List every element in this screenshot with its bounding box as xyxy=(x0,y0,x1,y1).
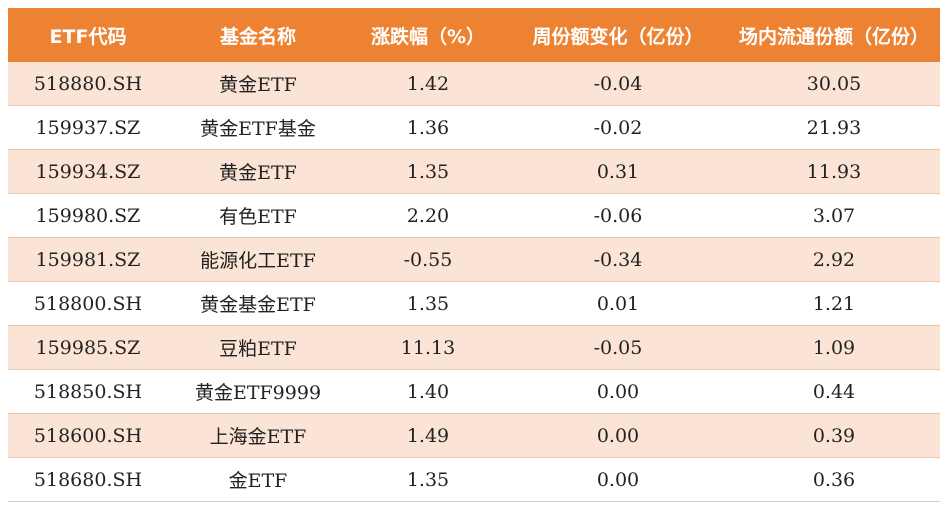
floating-shares-cell: 21.93 xyxy=(806,116,862,139)
fund-name-cell: 上海金ETF xyxy=(209,426,307,448)
table-row: 159937.SZ 黄金ETF基金 1.36 -0.02 21.93 xyxy=(8,106,940,150)
fund-name-cell: 黄金ETF基金 xyxy=(200,118,316,140)
weekly-share-change-cell: 0.01 xyxy=(596,292,640,315)
floating-shares-cell: 1.21 xyxy=(812,292,856,315)
floating-shares-cell: 0.44 xyxy=(812,380,856,403)
change-pct-cell: 1.49 xyxy=(406,424,450,447)
change-pct-cell: 2.20 xyxy=(406,204,450,227)
fund-name-cell: 金ETF xyxy=(228,470,288,492)
change-pct-cell: 1.35 xyxy=(406,160,450,183)
etf-code-cell: 518850.SH xyxy=(33,380,143,403)
table-row: 159981.SZ 能源化工ETF -0.55 -0.34 2.92 xyxy=(8,238,940,282)
floating-shares-cell: 3.07 xyxy=(812,204,856,227)
table-row: 518800.SH 黄金基金ETF 1.35 0.01 1.21 xyxy=(8,282,940,326)
table-row: 518850.SH 黄金ETF9999 1.40 0.00 0.44 xyxy=(8,370,940,414)
change-pct-cell: 1.35 xyxy=(406,468,450,491)
fund-name-cell: 有色ETF xyxy=(219,206,297,228)
weekly-share-change-cell: -0.02 xyxy=(593,116,643,139)
fund-name-cell: 黄金ETF xyxy=(219,74,297,96)
etf-code-cell: 159980.SZ xyxy=(35,204,141,227)
table-row: 159934.SZ 黄金ETF 1.35 0.31 11.93 xyxy=(8,150,940,194)
floating-shares-cell: 30.05 xyxy=(806,72,862,95)
fund-name-cell: 黄金基金ETF xyxy=(200,294,316,316)
fund-name-cell: 黄金ETF9999 xyxy=(194,382,322,404)
header-etf-code: ETF代码 xyxy=(49,25,127,48)
floating-shares-cell: 11.93 xyxy=(806,160,862,183)
fund-name-cell: 能源化工ETF xyxy=(200,250,316,272)
change-pct-cell: 1.36 xyxy=(406,116,450,139)
weekly-share-change-cell: -0.05 xyxy=(593,336,643,359)
etf-code-cell: 518880.SH xyxy=(33,72,143,95)
etf-code-cell: 518680.SH xyxy=(33,468,143,491)
table-header: ETF代码 基金名称 涨跌幅（%） 周份额变化（亿份） 场内流通份额（亿份） xyxy=(8,8,940,62)
etf-code-cell: 518800.SH xyxy=(33,292,143,315)
header-floating-shares: 场内流通份额（亿份） xyxy=(738,25,929,48)
etf-code-cell: 159937.SZ xyxy=(35,116,141,139)
etf-code-cell: 159985.SZ xyxy=(35,336,141,359)
change-pct-cell: 1.35 xyxy=(406,292,450,315)
fund-name-cell: 黄金ETF xyxy=(219,162,297,184)
floating-shares-cell: 0.36 xyxy=(812,468,856,491)
table-row: 518680.SH 金ETF 1.35 0.00 0.36 xyxy=(8,458,940,502)
weekly-share-change-cell: 0.00 xyxy=(596,424,640,447)
weekly-share-change-cell: -0.34 xyxy=(593,248,643,271)
header-fund-name: 基金名称 xyxy=(219,25,296,48)
weekly-share-change-cell: -0.06 xyxy=(593,204,643,227)
change-pct-cell: 1.42 xyxy=(406,72,450,95)
weekly-share-change-cell: -0.04 xyxy=(593,72,643,95)
table-row: 518600.SH 上海金ETF 1.49 0.00 0.39 xyxy=(8,414,940,458)
etf-code-cell: 159934.SZ xyxy=(35,160,141,183)
table-row: 159980.SZ 有色ETF 2.20 -0.06 3.07 xyxy=(8,194,940,238)
etf-code-cell: 518600.SH xyxy=(33,424,143,447)
change-pct-cell: 1.40 xyxy=(406,380,450,403)
table-body: 518880.SH 黄金ETF 1.42 -0.04 30.05 159937.SZ 黄金E… xyxy=(8,62,940,502)
weekly-share-change-cell: 0.31 xyxy=(596,160,640,183)
header-weekly-share-change: 周份额变化（亿份） xyxy=(532,25,704,48)
change-pct-cell: 11.13 xyxy=(400,336,456,359)
table-row: 518880.SH 黄金ETF 1.42 -0.04 30.05 xyxy=(8,62,940,106)
weekly-share-change-cell: 0.00 xyxy=(596,468,640,491)
etf-table: ETF代码 基金名称 涨跌幅（%） 周份额变化（亿份） 场内流通份额（亿份） 5… xyxy=(8,8,940,502)
floating-shares-cell: 2.92 xyxy=(812,248,856,271)
header-change-pct: 涨跌幅（%） xyxy=(370,25,486,48)
change-pct-cell: -0.55 xyxy=(403,248,453,271)
fund-name-cell: 豆粕ETF xyxy=(219,338,297,360)
floating-shares-cell: 1.09 xyxy=(812,336,856,359)
weekly-share-change-cell: 0.00 xyxy=(596,380,640,403)
floating-shares-cell: 0.39 xyxy=(812,424,856,447)
etf-code-cell: 159981.SZ xyxy=(35,248,141,271)
table-row: 159985.SZ 豆粕ETF 11.13 -0.05 1.09 xyxy=(8,326,940,370)
